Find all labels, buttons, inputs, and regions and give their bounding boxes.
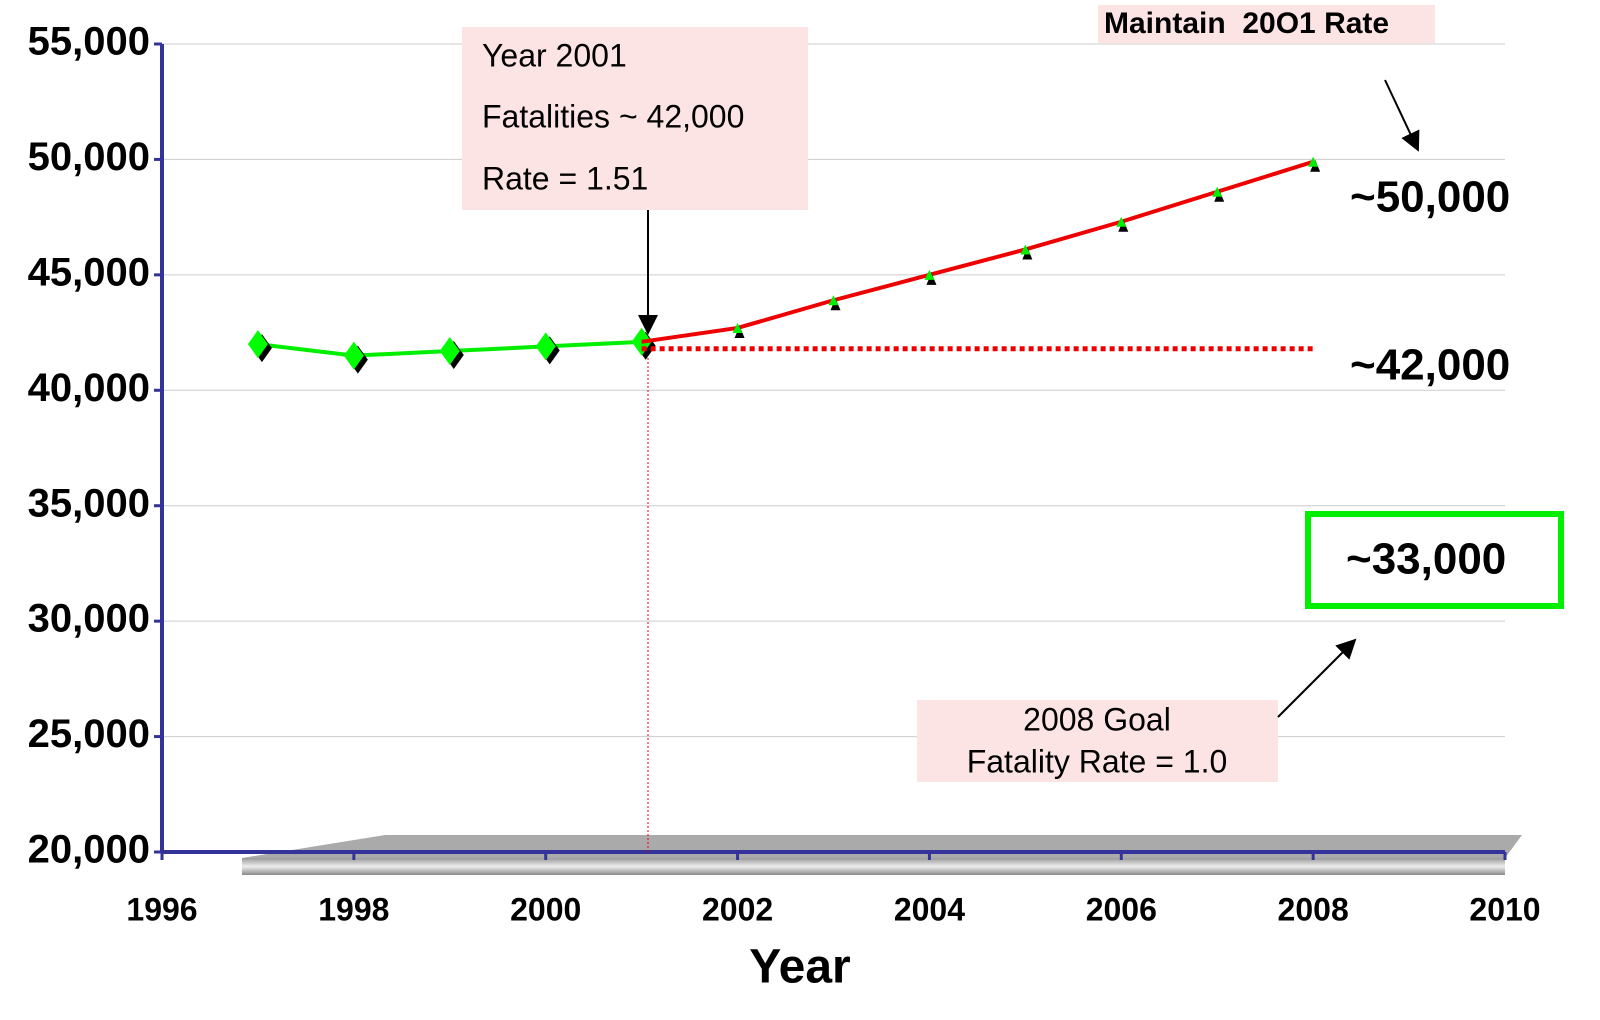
annotation: 2008 Goal <box>1023 701 1171 737</box>
y-tick-label: 55,000 <box>28 20 150 64</box>
x-tick-label: 2008 <box>1278 891 1349 927</box>
y-tick-label: 50,000 <box>28 135 150 179</box>
chart: Year 2001 Fatalities ~ 42,000 Rate = 1.5… <box>0 0 1600 1020</box>
y-tick-label: 40,000 <box>28 366 150 410</box>
x-tick-label: 1998 <box>318 891 389 927</box>
y-tick-label: 35,000 <box>28 481 150 525</box>
y-tick-label: 25,000 <box>28 712 150 756</box>
x-tick-label: 1996 <box>126 891 197 927</box>
annotation: ~42,000 <box>1350 341 1510 390</box>
x-tick-label: 2004 <box>894 891 965 927</box>
x-tick-label: 2000 <box>510 891 581 927</box>
arrow <box>1385 80 1418 150</box>
annotation: ~50,000 <box>1350 173 1510 222</box>
x-tick-label: 2002 <box>702 891 773 927</box>
y-tick-label: 20,000 <box>28 828 150 872</box>
annotation: Fatalities ~ 42,000 <box>482 98 744 134</box>
floor <box>242 835 1522 858</box>
y-tick-label: 30,000 <box>28 597 150 641</box>
x-tick-label: 2010 <box>1469 891 1540 927</box>
annotation: Maintain 20O1 Rate <box>1104 7 1389 40</box>
annotation: Fatality Rate = 1.0 <box>967 743 1228 779</box>
y-tick-label: 45,000 <box>28 250 150 294</box>
arrow <box>1278 640 1355 717</box>
floor-edge <box>242 858 1505 875</box>
x-tick-label: 2006 <box>1086 891 1157 927</box>
annotation: Year 2001 <box>482 37 627 73</box>
annotation: ~33,000 <box>1346 535 1506 584</box>
annotation: Rate = 1.51 <box>482 160 648 196</box>
x-axis-title: Year <box>749 941 850 994</box>
